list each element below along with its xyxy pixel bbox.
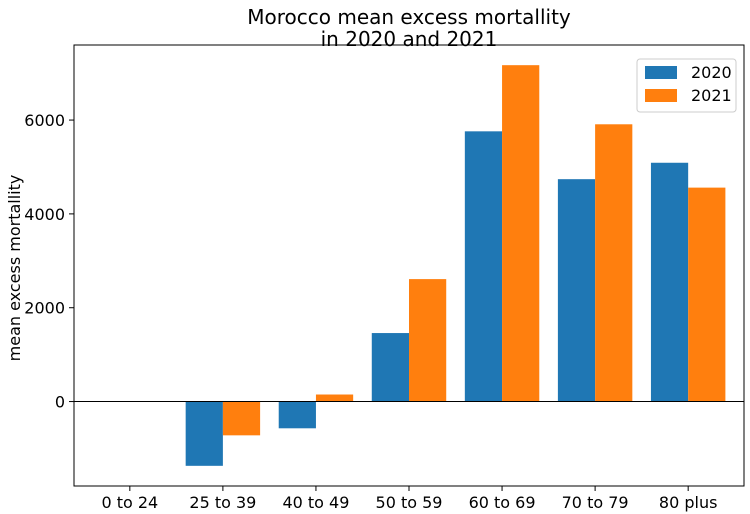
legend-swatch-2020: [645, 66, 677, 79]
bar-2020-6: [650, 162, 689, 402]
y-tick-label: 2000: [24, 299, 65, 318]
x-tick-label: 70 to 79: [562, 493, 629, 512]
y-tick-label: 4000: [24, 205, 65, 224]
legend-label-2021: 2021: [691, 86, 732, 105]
bar-2020-2: [278, 401, 316, 429]
bar-2021-5: [595, 124, 633, 402]
x-tick-label: 25 to 39: [189, 493, 256, 512]
chart-title-line-2: in 2020 and 2021: [321, 27, 498, 51]
legend: 2020 2021: [636, 58, 737, 113]
x-tick-label: 40 to 49: [282, 493, 349, 512]
legend-swatch-2021: [645, 89, 677, 102]
bar-2021-4: [502, 65, 540, 402]
y-axis-label: mean excess mortallity: [5, 175, 24, 362]
bar-2020-4: [464, 131, 503, 402]
bar-2021-6: [688, 187, 726, 402]
legend-label-2020: 2020: [691, 63, 732, 82]
bar-2021-2: [315, 394, 354, 402]
bar-2020-3: [371, 333, 409, 402]
bar-2021-3: [409, 279, 447, 402]
bar-2021-1: [222, 401, 261, 436]
x-tick-label: 0 to 24: [101, 493, 158, 512]
bar-2020-1: [185, 401, 223, 466]
x-tick-label: 50 to 59: [376, 493, 443, 512]
x-tick-label: 60 to 69: [469, 493, 536, 512]
bar-2020-5: [557, 179, 596, 402]
y-tick-label: 0: [55, 393, 65, 412]
x-tick-label: 80 plus: [659, 493, 718, 512]
y-tick-label: 6000: [24, 111, 65, 130]
chart-title-line-1: Morocco mean excess mortallity: [247, 5, 571, 29]
plot-area: 0 2000 4000 6000 0 to 24 25 to 39 40 to 49 50 t…: [24, 44, 745, 512]
